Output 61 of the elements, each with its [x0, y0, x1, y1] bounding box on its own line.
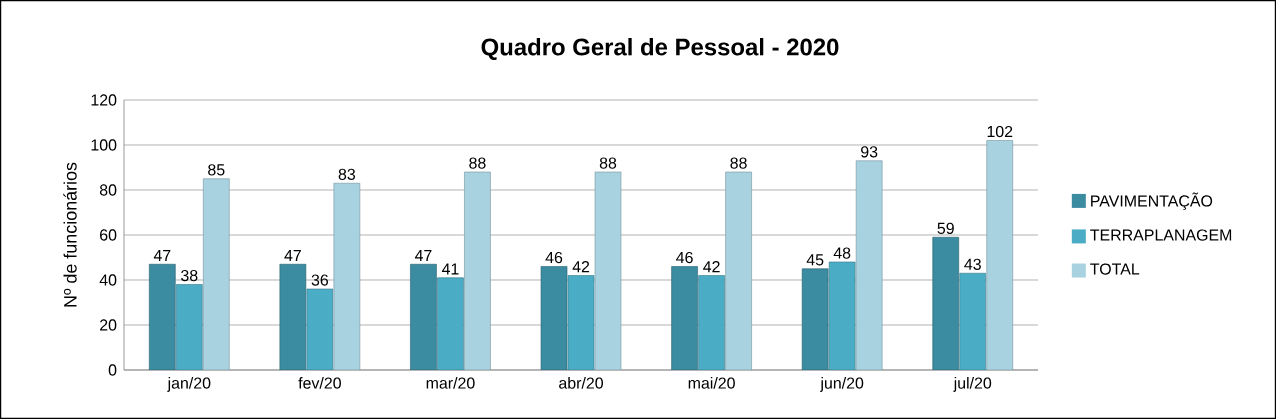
bar: [801, 268, 829, 370]
bar: [410, 263, 437, 370]
x-tick-label: jan/20: [167, 377, 211, 392]
chart-title: Quadro Geral de Pessoal - 2020: [481, 38, 839, 61]
data-label: 47: [284, 249, 301, 261]
data-label: 88: [730, 157, 747, 169]
data-label: 47: [153, 249, 171, 261]
data-label: 38: [181, 269, 198, 282]
bar: [279, 263, 307, 370]
x-tick-label: mai/20: [688, 377, 735, 389]
data-label: 88: [469, 157, 486, 169]
data-label: 42: [572, 261, 590, 273]
bar: [959, 272, 987, 370]
data-label: 36: [311, 274, 329, 286]
data-label: 46: [676, 251, 693, 264]
data-label: 88: [599, 157, 617, 169]
data-label: 59: [937, 222, 954, 234]
bar: [698, 275, 725, 370]
y-tick-label: 100: [91, 139, 117, 151]
bar: [594, 171, 622, 370]
data-label: 48: [833, 247, 851, 259]
y-tick-label: 0: [108, 364, 117, 376]
bar: [176, 284, 203, 370]
bar: [203, 178, 230, 370]
bar: [855, 160, 883, 370]
data-label: 45: [806, 254, 824, 266]
x-tick-label: jul/20: [953, 377, 992, 392]
bar: [567, 275, 595, 370]
y-axis-title: Nº de funcionários: [63, 162, 77, 307]
bar: [671, 266, 698, 370]
x-tick-label: fev/20: [298, 377, 341, 389]
x-tick-label: jun/20: [820, 377, 864, 392]
bar: [464, 171, 491, 370]
data-label: 102: [987, 125, 1013, 138]
legend-label: TOTAL: [1090, 263, 1140, 275]
data-label: 83: [338, 168, 356, 180]
bar: [149, 263, 176, 370]
bar: [437, 277, 464, 370]
bar: [986, 140, 1014, 370]
data-label: 85: [208, 164, 225, 176]
data-label: 42: [703, 261, 720, 273]
x-tick-label: abr/20: [559, 377, 603, 389]
data-label: 41: [441, 263, 459, 275]
y-tick-label: 80: [99, 184, 117, 196]
y-tick-label: 60: [100, 229, 117, 241]
bar: [540, 266, 568, 370]
x-tick-label: mar/20: [426, 377, 475, 389]
data-label: 43: [964, 258, 981, 270]
bar: [932, 236, 960, 370]
y-tick-label: 120: [91, 94, 117, 106]
legend-label: PAVIMENTAÇÃO: [1091, 192, 1213, 210]
data-label: 47: [414, 249, 432, 261]
bar: [333, 182, 361, 370]
y-tick-label: 40: [99, 274, 117, 286]
bar: [828, 261, 856, 370]
data-label: 46: [545, 251, 563, 264]
y-tick-label: 20: [100, 319, 117, 331]
bar: [306, 288, 334, 370]
data-label: 93: [861, 146, 878, 158]
bar: [725, 171, 752, 370]
legend-label: TERRAPLANAGEM: [1090, 229, 1232, 241]
